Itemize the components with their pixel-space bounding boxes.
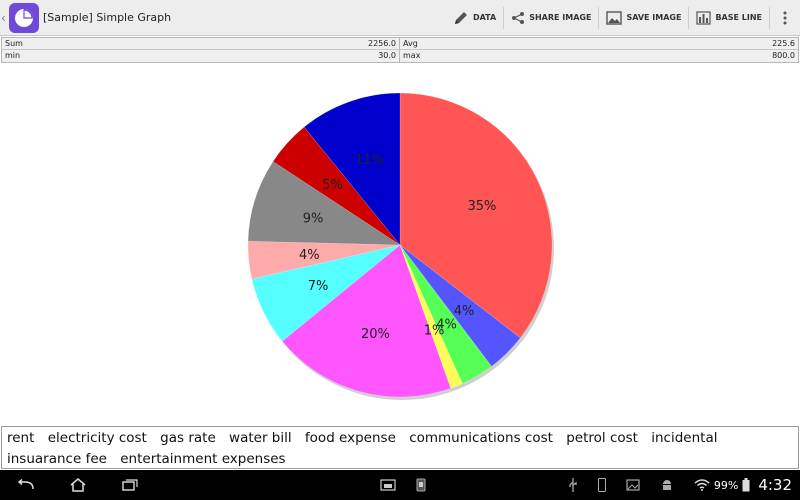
back-button[interactable] bbox=[0, 470, 52, 500]
pie-percent-label: 4% bbox=[299, 248, 320, 263]
pie-slice-communications-cost[interactable] bbox=[251, 244, 401, 342]
stat-label: Avg bbox=[403, 38, 418, 48]
legend-item: gas rate bbox=[160, 430, 216, 446]
image-icon bbox=[606, 10, 623, 25]
action-bar: ‹ [Sample] Simple Graph DATA SHARE IMAGE… bbox=[0, 0, 800, 36]
divider bbox=[688, 6, 690, 29]
android-icon bbox=[660, 478, 674, 492]
pie-percent-label: 5% bbox=[322, 178, 343, 193]
stat-min: min 30.0 bbox=[2, 50, 400, 62]
share-image-label: SHARE IMAGE bbox=[529, 13, 592, 22]
pie-percent-label: 9% bbox=[303, 212, 324, 227]
pie-percent-label: 4% bbox=[454, 304, 475, 319]
pie-slice-food-expense[interactable] bbox=[281, 244, 451, 398]
device-icon[interactable] bbox=[416, 478, 426, 492]
pie-percent-label: 35% bbox=[467, 199, 496, 214]
legend-item: communications cost bbox=[409, 430, 553, 446]
pie-percent-label: 7% bbox=[308, 279, 329, 294]
stats-row: Sum 2256.0 Avg 225.6 bbox=[2, 38, 798, 50]
pie-slice-electricity-cost[interactable] bbox=[399, 244, 521, 367]
stat-avg: Avg 225.6 bbox=[400, 38, 798, 49]
recent-apps-button[interactable] bbox=[104, 470, 156, 500]
legend-item: incidental bbox=[651, 430, 718, 446]
pie-slice-entertainment-expenses[interactable] bbox=[303, 92, 401, 246]
battery-icon bbox=[742, 478, 750, 492]
bar-chart-icon bbox=[696, 10, 712, 25]
divider bbox=[598, 6, 600, 29]
status-area: 99% 4:32 bbox=[558, 470, 792, 500]
legend-item: electricity cost bbox=[47, 430, 147, 446]
base-line-button[interactable]: BASE LINE bbox=[689, 0, 769, 36]
system-utility-icons bbox=[370, 470, 436, 500]
stat-value: 225.6 bbox=[772, 38, 795, 48]
photo-icon bbox=[626, 479, 640, 491]
divider bbox=[503, 6, 505, 29]
pie-slice-gas-rate[interactable] bbox=[399, 244, 492, 384]
pencil-icon bbox=[454, 11, 467, 24]
stat-max: max 800.0 bbox=[400, 50, 798, 62]
home-button[interactable] bbox=[52, 470, 104, 500]
phone-icon bbox=[597, 478, 606, 492]
back-icon bbox=[17, 479, 34, 490]
legend-item: food expense bbox=[304, 430, 396, 446]
share-icon bbox=[512, 11, 525, 24]
toolbar-actions: DATA SHARE IMAGE SAVE IMAGE BASE LINE bbox=[446, 0, 800, 36]
pie-slice-petrol-cost[interactable] bbox=[247, 240, 401, 280]
save-image-label: SAVE IMAGE bbox=[626, 13, 682, 22]
battery-percent: 99% bbox=[713, 478, 739, 492]
recent-apps-icon bbox=[122, 479, 138, 491]
pie-chart: 35%4%4%1%20%7%4%9%5%11% bbox=[247, 92, 554, 400]
stat-label: min bbox=[5, 51, 21, 60]
pie-slice-insuarance-fee[interactable] bbox=[272, 126, 401, 246]
stats-row: min 30.0 max 800.0 bbox=[2, 50, 798, 62]
legend-item: insuarance fee bbox=[7, 451, 107, 467]
stat-label: max bbox=[403, 51, 421, 60]
home-icon bbox=[70, 478, 86, 492]
wifi-icon bbox=[694, 479, 710, 491]
page-title: [Sample] Simple Graph bbox=[43, 11, 172, 24]
stat-value: 800.0 bbox=[772, 51, 795, 60]
base-line-label: BASE LINE bbox=[715, 13, 762, 22]
pie-slice-incidental[interactable] bbox=[247, 161, 401, 246]
legend-item: entertainment expenses bbox=[120, 451, 286, 467]
stat-value: 30.0 bbox=[378, 51, 396, 60]
pie-chart-area[interactable]: 35% 4% 4% 1% 20% 7% 4% 9% 5% 11% bbox=[0, 64, 800, 426]
data-button[interactable]: DATA bbox=[446, 0, 503, 36]
stat-sum: Sum 2256.0 bbox=[2, 38, 400, 49]
pie-percent-label: 11% bbox=[355, 153, 384, 168]
up-caret-icon[interactable]: ‹ bbox=[1, 10, 6, 25]
legend-item: water bill bbox=[229, 430, 292, 446]
share-image-button[interactable]: SHARE IMAGE bbox=[504, 0, 598, 36]
data-button-label: DATA bbox=[472, 13, 497, 22]
pie-percent-label: 20% bbox=[361, 327, 390, 342]
legend-item: rent bbox=[7, 430, 35, 446]
save-image-button[interactable]: SAVE IMAGE bbox=[599, 0, 688, 36]
chart-legend: rent electricity cost gas rate water bil… bbox=[1, 426, 799, 469]
pie-slice-rent[interactable] bbox=[399, 92, 553, 339]
app-logo-icon[interactable] bbox=[9, 2, 39, 33]
stat-label: Sum bbox=[5, 38, 23, 48]
overflow-menu-icon[interactable] bbox=[770, 0, 800, 36]
divider bbox=[769, 6, 770, 29]
stat-value: 2256.0 bbox=[368, 38, 396, 48]
legend-item: petrol cost bbox=[566, 430, 638, 446]
pie-percent-label: 4% bbox=[436, 318, 457, 333]
pie-slice-water-bill[interactable] bbox=[399, 244, 463, 389]
screenshot-icon[interactable] bbox=[380, 479, 396, 491]
usb-icon bbox=[568, 477, 578, 493]
stats-table: Sum 2256.0 Avg 225.6 min 30.0 max 800.0 bbox=[1, 37, 799, 63]
system-navigation-bar: 99% 4:32 bbox=[0, 470, 800, 500]
clock: 4:32 bbox=[758, 476, 792, 494]
pie-percent-label: 1% bbox=[424, 324, 445, 339]
